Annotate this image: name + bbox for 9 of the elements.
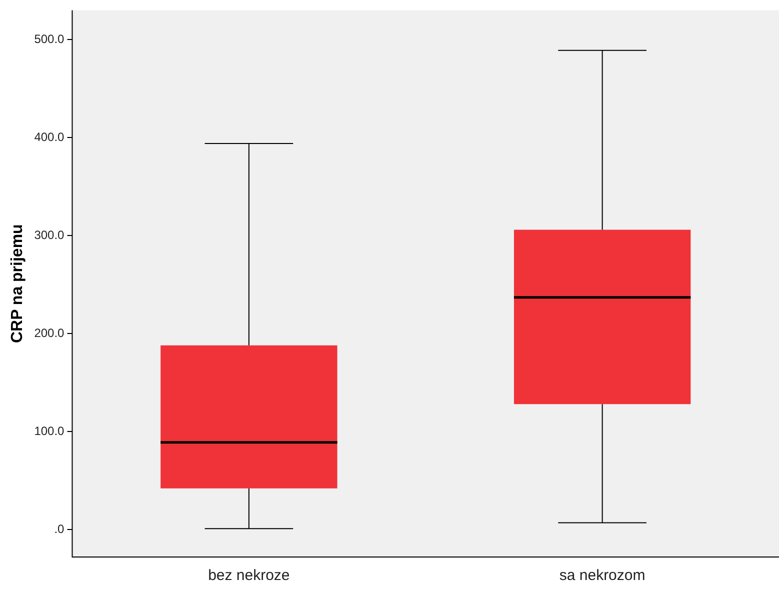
y-tick-label: 200.0 — [34, 326, 65, 340]
y-tick-label: .0 — [54, 522, 65, 536]
x-tick-label: bez nekroze — [208, 567, 290, 584]
y-axis-title: CRP na prijemu — [9, 224, 26, 344]
x-tick-label: sa nekrozom — [559, 567, 646, 584]
y-tick-label: 500.0 — [34, 32, 65, 46]
y-tick-label: 300.0 — [34, 228, 65, 242]
y-tick-label: 100.0 — [34, 424, 65, 438]
y-tick-label: 400.0 — [34, 130, 65, 144]
